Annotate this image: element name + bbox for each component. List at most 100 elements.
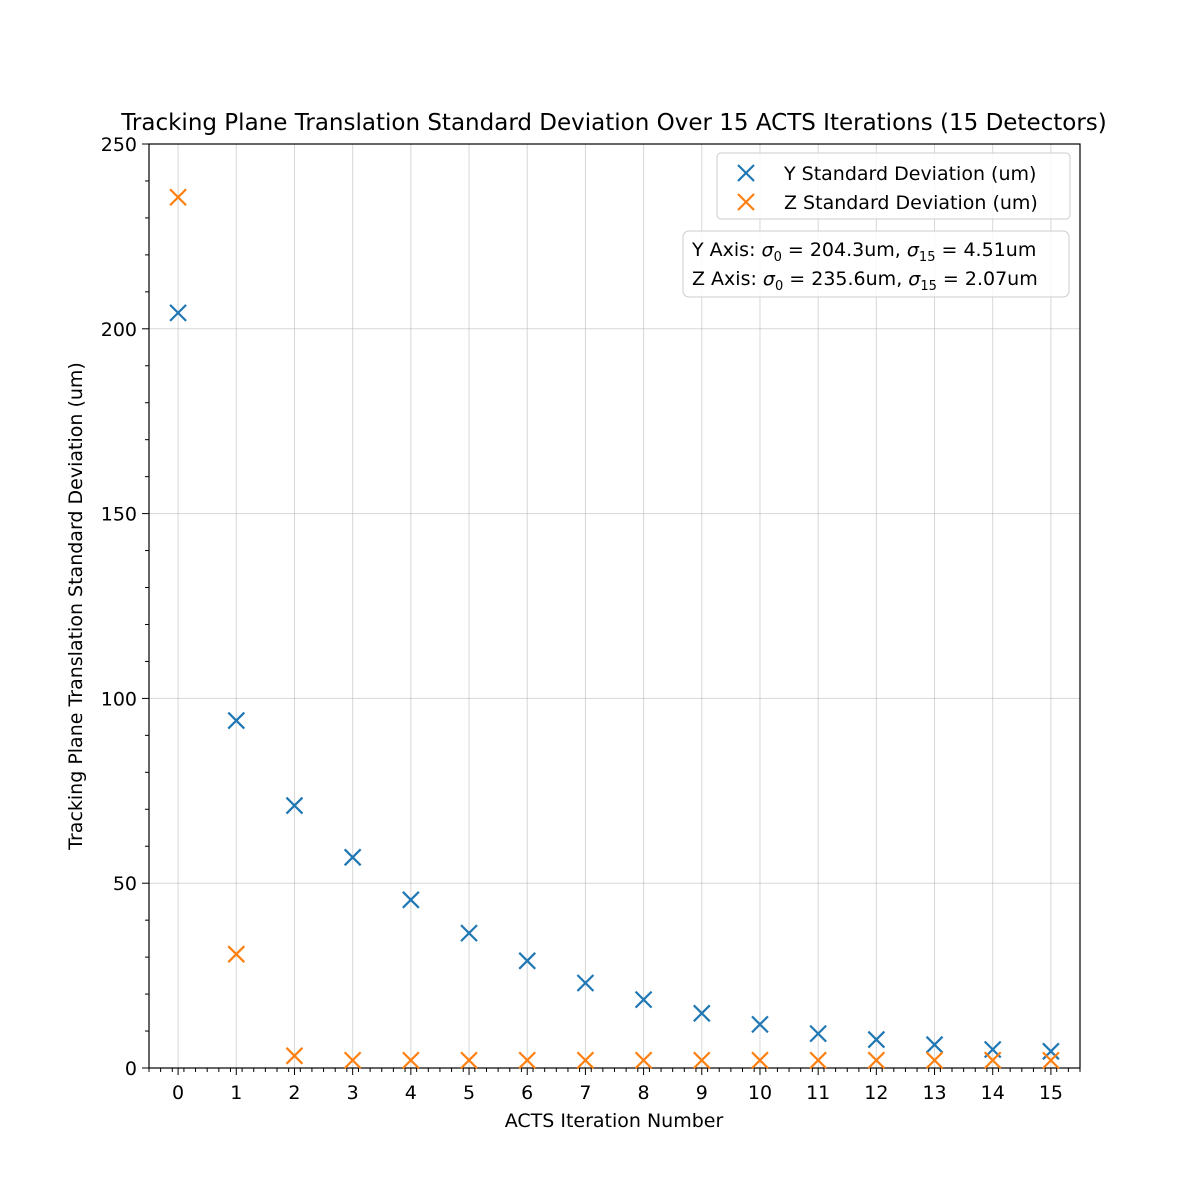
- chart-title: Tracking Plane Translation Standard Devi…: [120, 110, 1107, 136]
- data-points: [169, 188, 1060, 1070]
- marker-stroke: [634, 1051, 653, 1070]
- x-tick-label: 0: [172, 1082, 184, 1104]
- y-tick-label: 50: [113, 873, 137, 895]
- z-std-point: [751, 1051, 769, 1070]
- marker-stroke: [1042, 1051, 1060, 1070]
- x-axis-ticks: 0 1 2 3 4 5 6 7 8 9 10 11 12 13 14 15: [148, 1068, 1081, 1104]
- z-std-point: [343, 1051, 362, 1070]
- y-std-point: [634, 990, 653, 1009]
- z-std-point: [285, 1047, 304, 1065]
- x-tick-label: 13: [922, 1082, 946, 1104]
- x-tick-label: 11: [806, 1082, 830, 1104]
- z-std-point: [983, 1051, 1002, 1070]
- z-std-point: [402, 1051, 420, 1070]
- y-std-point: [867, 1030, 886, 1049]
- z-std-point: [634, 1051, 653, 1070]
- y-tick-label: 100: [101, 688, 137, 710]
- legend-box: [716, 152, 1071, 220]
- marker-stroke: [809, 1024, 827, 1043]
- y-axis-ticks: 0 50 100 150 200 250: [101, 134, 149, 1080]
- marker-stroke: [343, 1051, 362, 1070]
- marker-stroke: [576, 974, 595, 992]
- legend: Y Standard Deviation (um) Z Standard Devi…: [716, 152, 1071, 220]
- x-tick-label: 6: [521, 1082, 533, 1104]
- stats-annotation: Y Axis: σ0 = 204.3um, σ15 = 4.51um Z Axis…: [682, 230, 1070, 298]
- y-axis-label: Tracking Plane Translation Standard Devi…: [65, 362, 87, 851]
- x-tick-label: 1: [230, 1082, 242, 1104]
- z-std-point: [925, 1051, 944, 1070]
- x-tick-label: 14: [981, 1082, 1005, 1104]
- y-tick-label: 200: [101, 319, 137, 341]
- z-std-point: [576, 1051, 595, 1070]
- y-std-point: [169, 304, 187, 322]
- x-tick-label: 2: [288, 1082, 300, 1104]
- y-std-point: [227, 711, 246, 730]
- marker-stroke: [867, 1051, 886, 1070]
- z-std-point: [518, 1051, 536, 1070]
- y-std-point: [285, 796, 304, 815]
- marker-stroke: [402, 1051, 420, 1070]
- marker-stroke: [925, 1035, 944, 1054]
- stats-annotation-box: [682, 230, 1070, 298]
- y-tick-label: 250: [101, 134, 137, 156]
- z-std-point: [693, 1051, 711, 1070]
- y-std-point: [693, 1004, 711, 1023]
- y-std-point: [460, 924, 478, 942]
- y-std-point: [402, 891, 420, 909]
- z-std-point: [867, 1051, 886, 1070]
- marker-stroke: [343, 848, 362, 867]
- marker-stroke: [867, 1030, 886, 1049]
- z-std-point: [1042, 1051, 1060, 1070]
- x-tick-label: 8: [638, 1082, 650, 1104]
- legend-label: Y Standard Deviation (um): [783, 163, 1036, 185]
- x-axis-label: ACTS Iteration Number: [505, 1110, 724, 1132]
- z-std-point: [809, 1051, 827, 1070]
- y-std-point: [518, 952, 536, 970]
- marker-stroke: [809, 1051, 827, 1070]
- marker-stroke: [576, 1051, 595, 1070]
- marker-stroke: [460, 1051, 478, 1070]
- stats-annotation-line: Y Axis: σ0 = 204.3um, σ15 = 4.51um: [691, 239, 1036, 265]
- y-std-point: [576, 974, 595, 992]
- marker-stroke: [737, 164, 755, 182]
- x-tick-label: 7: [579, 1082, 591, 1104]
- y-std-point: [751, 1015, 769, 1034]
- marker-stroke: [402, 891, 420, 909]
- x-tick-label: 5: [463, 1082, 475, 1104]
- marker-stroke: [169, 304, 187, 322]
- marker-stroke: [285, 1047, 304, 1065]
- z-std-point: [460, 1051, 478, 1070]
- y-tick-label: 0: [125, 1058, 137, 1080]
- marker-stroke: [634, 990, 653, 1009]
- marker-stroke: [518, 1051, 536, 1070]
- y-std-point: [809, 1024, 827, 1043]
- marker-stroke: [693, 1051, 711, 1070]
- x-tick-label: 15: [1039, 1082, 1063, 1104]
- marker-stroke: [737, 193, 755, 211]
- legend-marker: [737, 164, 755, 182]
- marker-stroke: [227, 945, 246, 963]
- legend-entries: Y Standard Deviation (um) Z Standard Devi…: [737, 163, 1038, 214]
- marker-stroke: [983, 1051, 1002, 1070]
- marker-stroke: [518, 952, 536, 970]
- x-tick-label: 3: [347, 1082, 359, 1104]
- legend-label: Z Standard Deviation (um): [784, 192, 1038, 214]
- stats-annotation-line: Z Axis: σ0 = 235.6um, σ15 = 2.07um: [692, 268, 1038, 294]
- marker-stroke: [751, 1015, 769, 1034]
- marker-stroke: [285, 796, 304, 815]
- y-tick-label: 150: [101, 504, 137, 526]
- x-tick-label: 9: [696, 1082, 708, 1104]
- x-tick-label: 10: [748, 1082, 772, 1104]
- z-std-point: [169, 188, 187, 207]
- x-tick-label: 12: [864, 1082, 888, 1104]
- marker-stroke: [169, 188, 187, 207]
- marker-stroke: [693, 1004, 711, 1023]
- marker-stroke: [460, 924, 478, 942]
- marker-stroke: [1042, 1042, 1060, 1061]
- y-std-point: [343, 848, 362, 867]
- y-std-point: [925, 1035, 944, 1054]
- marker-stroke: [925, 1051, 944, 1070]
- legend-marker: [737, 193, 755, 211]
- marker-stroke: [751, 1051, 769, 1070]
